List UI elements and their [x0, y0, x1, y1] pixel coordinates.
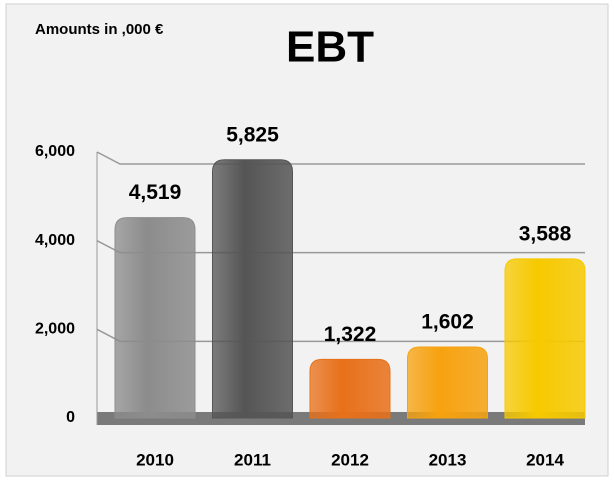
- bar: [407, 346, 488, 419]
- bar: [114, 217, 196, 419]
- value-label: 4,519: [129, 181, 182, 204]
- grid-line: [96, 151, 585, 165]
- y-tick-label: 6,000: [35, 143, 75, 160]
- value-label: 3,588: [519, 222, 572, 245]
- x-tick-label: 2014: [526, 450, 564, 469]
- y-tick-label: 4,000: [35, 232, 75, 249]
- bar: [504, 258, 586, 419]
- bar: [309, 358, 391, 419]
- value-label: 1,602: [421, 311, 474, 334]
- value-label: 1,322: [324, 323, 377, 346]
- value-label: 5,825: [226, 123, 279, 146]
- y-tick-label: 0: [66, 409, 75, 426]
- x-tick-label: 2012: [331, 450, 369, 469]
- x-tick-label: 2013: [429, 450, 467, 469]
- x-tick-label: 2011: [234, 450, 271, 469]
- y-tick-label: 2,000: [35, 321, 75, 338]
- bar: [212, 159, 293, 419]
- chart-title: EBT: [286, 23, 374, 72]
- annotation: Amounts in ,000 €: [35, 21, 164, 38]
- x-tick-label: 2010: [136, 450, 174, 469]
